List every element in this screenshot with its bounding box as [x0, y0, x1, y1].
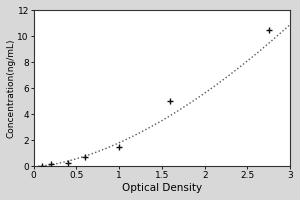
- X-axis label: Optical Density: Optical Density: [122, 183, 202, 193]
- Y-axis label: Concentration(ng/mL): Concentration(ng/mL): [7, 39, 16, 138]
